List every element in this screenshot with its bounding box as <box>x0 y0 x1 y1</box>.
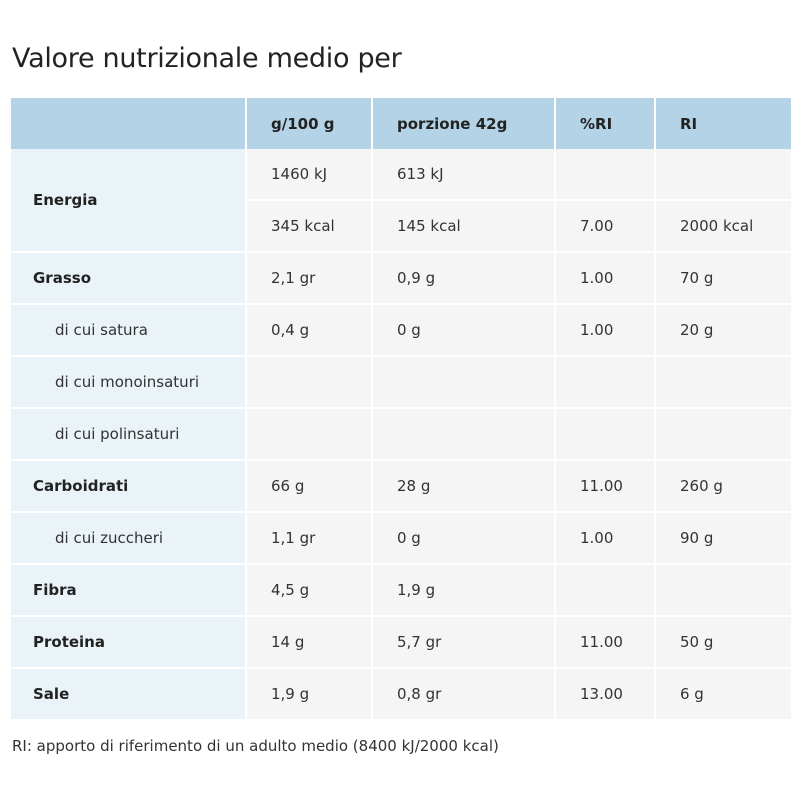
cell-polinsaturi-portion <box>373 409 556 461</box>
cell-monoinsaturi-per100 <box>247 357 373 409</box>
cell-carboidrati-ri: 260 g <box>656 461 791 513</box>
cell-carboidrati-per100: 66 g <box>247 461 373 513</box>
cell-zuccheri-per100: 1,1 gr <box>247 513 373 565</box>
cell-grasso-ri: 70 g <box>656 253 791 305</box>
cell-proteina-per100: 14 g <box>247 617 373 669</box>
row-label-proteina: Proteina <box>11 617 247 669</box>
row-label-polinsaturi: di cui polinsaturi <box>11 409 247 461</box>
row-label-grasso: Grasso <box>11 253 247 305</box>
cell-energia-kj-per100: 1460 kJ <box>247 149 373 201</box>
cell-satura-ri: 20 g <box>656 305 791 357</box>
table-row-sale: Sale 1,9 g 0,8 gr 13.00 6 g <box>11 669 791 721</box>
header-ri-percent: %RI <box>556 98 656 149</box>
cell-sale-portion: 0,8 gr <box>373 669 556 721</box>
table-header-row: g/100 g porzione 42g %RI RI <box>11 98 791 149</box>
row-label-monoinsaturi: di cui monoinsaturi <box>11 357 247 409</box>
cell-polinsaturi-ri <box>656 409 791 461</box>
cell-grasso-per100: 2,1 gr <box>247 253 373 305</box>
cell-satura-per100: 0,4 g <box>247 305 373 357</box>
row-label-sale: Sale <box>11 669 247 721</box>
ri-footnote: RI: apporto di riferimento di un adulto … <box>12 737 499 755</box>
cell-proteina-portion: 5,7 gr <box>373 617 556 669</box>
cell-zuccheri-portion: 0 g <box>373 513 556 565</box>
cell-energia-kcal-portion: 145 kcal <box>373 201 556 253</box>
row-label-fibra: Fibra <box>11 565 247 617</box>
cell-monoinsaturi-ri-percent <box>556 357 656 409</box>
cell-grasso-ri-percent: 1.00 <box>556 253 656 305</box>
nutrition-table: g/100 g porzione 42g %RI RI Energia 1460… <box>11 98 791 721</box>
cell-carboidrati-portion: 28 g <box>373 461 556 513</box>
table-row-satura: di cui satura 0,4 g 0 g 1.00 20 g <box>11 305 791 357</box>
row-label-energia: Energia <box>11 149 247 253</box>
cell-fibra-portion: 1,9 g <box>373 565 556 617</box>
cell-zuccheri-ri-percent: 1.00 <box>556 513 656 565</box>
cell-carboidrati-ri-percent: 11.00 <box>556 461 656 513</box>
table-row-energia-kcal: 345 kcal 145 kcal 7.00 2000 kcal <box>11 201 791 253</box>
row-label-zuccheri: di cui zuccheri <box>11 513 247 565</box>
cell-monoinsaturi-portion <box>373 357 556 409</box>
cell-fibra-per100: 4,5 g <box>247 565 373 617</box>
cell-proteina-ri: 50 g <box>656 617 791 669</box>
cell-sale-ri-percent: 13.00 <box>556 669 656 721</box>
cell-polinsaturi-per100 <box>247 409 373 461</box>
row-label-satura: di cui satura <box>11 305 247 357</box>
cell-sale-per100: 1,9 g <box>247 669 373 721</box>
cell-satura-ri-percent: 1.00 <box>556 305 656 357</box>
header-nutrient <box>11 98 247 149</box>
cell-energia-kcal-ri-percent: 7.00 <box>556 201 656 253</box>
cell-energia-kcal-ri: 2000 kcal <box>656 201 791 253</box>
cell-energia-kj-ri <box>656 149 791 201</box>
page-title: Valore nutrizionale medio per <box>12 43 402 74</box>
cell-energia-kj-ri-percent <box>556 149 656 201</box>
header-ri: RI <box>656 98 791 149</box>
cell-fibra-ri-percent <box>556 565 656 617</box>
cell-fibra-ri <box>656 565 791 617</box>
cell-proteina-ri-percent: 11.00 <box>556 617 656 669</box>
cell-energia-kj-portion: 613 kJ <box>373 149 556 201</box>
table-row-grasso: Grasso 2,1 gr 0,9 g 1.00 70 g <box>11 253 791 305</box>
table-row-proteina: Proteina 14 g 5,7 gr 11.00 50 g <box>11 617 791 669</box>
cell-polinsaturi-ri-percent <box>556 409 656 461</box>
table-row-fibra: Fibra 4,5 g 1,9 g <box>11 565 791 617</box>
table-row-energia-kj: Energia 1460 kJ 613 kJ <box>11 149 791 253</box>
header-per-100g: g/100 g <box>247 98 373 149</box>
header-portion: porzione 42g <box>373 98 556 149</box>
row-label-carboidrati: Carboidrati <box>11 461 247 513</box>
cell-zuccheri-ri: 90 g <box>656 513 791 565</box>
cell-monoinsaturi-ri <box>656 357 791 409</box>
table-row-carboidrati: Carboidrati 66 g 28 g 11.00 260 g <box>11 461 791 513</box>
cell-energia-kcal-per100: 345 kcal <box>247 201 373 253</box>
cell-grasso-portion: 0,9 g <box>373 253 556 305</box>
cell-sale-ri: 6 g <box>656 669 791 721</box>
cell-satura-portion: 0 g <box>373 305 556 357</box>
table-row-polinsaturi: di cui polinsaturi <box>11 409 791 461</box>
table-row-monoinsaturi: di cui monoinsaturi <box>11 357 791 409</box>
table-row-zuccheri: di cui zuccheri 1,1 gr 0 g 1.00 90 g <box>11 513 791 565</box>
